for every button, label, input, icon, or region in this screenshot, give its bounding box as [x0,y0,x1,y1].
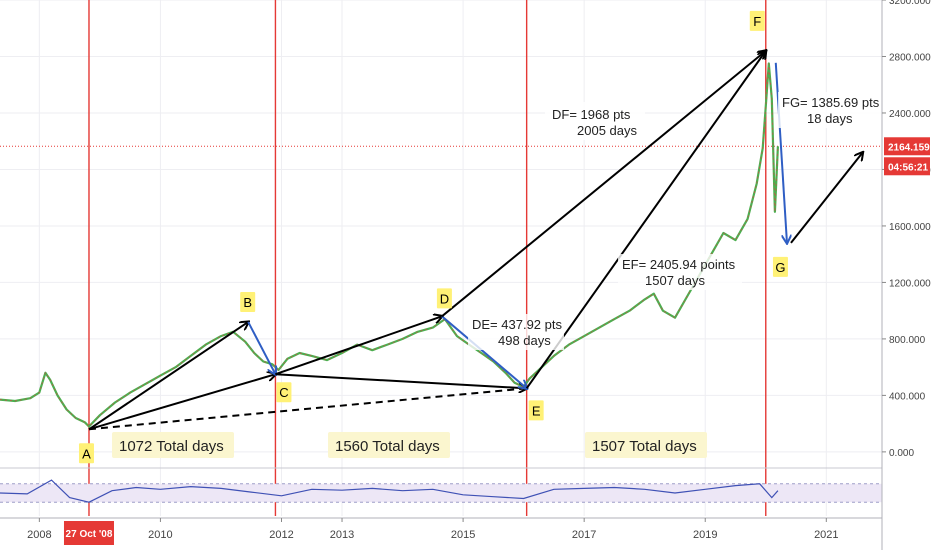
point-label-box [528,400,544,421]
point-label-text: A [82,446,91,461]
x-tick-label: 2008 [27,529,51,541]
point-label-text: F [753,14,761,29]
y-tick-label: 1600.000 [889,222,931,233]
y-tick-label: 800.000 [889,335,926,346]
x-tick-label: 2015 [451,529,475,541]
note-de-box [468,314,564,350]
point-label-box [240,291,256,312]
total-days-c-e-text: 1560 Total days [335,438,440,455]
note-fg-days: 18 days [807,111,853,126]
arrow-f-g [774,62,787,243]
x-tick-label: 2021 [814,529,838,541]
y-axis: 0.000400.000800.0001200.0001600.0002000.… [881,0,932,550]
note-fg-box [778,92,882,128]
total-days-e-f-text: 1507 Total days [592,438,697,455]
y-tick-label: 1200.000 [889,278,931,289]
x-tick-label: 2013 [330,529,354,541]
arrow-c-e [275,373,526,388]
rsi-line [0,479,779,503]
point-label-text: G [775,260,785,275]
point-label-box [436,288,452,309]
point-labels: A B C D E F G [78,10,788,464]
total-days-e-f-box [585,432,707,458]
x-tick-label: 2012 [269,529,293,541]
total-days-c-e-box [328,432,450,458]
y-tick-label: 2400.000 [889,109,931,120]
rsi-panel [0,467,882,503]
point-label-box [749,10,765,31]
point-label-box [772,256,788,277]
point-label-box [78,443,94,464]
note-ef-points: EF= 2405.94 points [622,257,736,272]
note-df-box [545,102,645,140]
point-label-f: F [749,10,765,31]
x-tick-label: 2010 [148,529,172,541]
point-label-b: B [240,291,256,312]
total-days-a-c-text: 1072 Total days [119,438,224,455]
y-tick-label: 2800.000 [889,52,931,63]
note-de-points: DE= 437.92 pts [472,317,562,332]
countdown-tag-box [884,157,930,176]
arrow-d-e [441,315,527,388]
y-axis-background [882,0,932,550]
price-tag-label: 2164.159 [888,142,930,153]
arrow-c-d [275,316,441,376]
point-label-text: D [440,291,449,306]
point-label-e: E [528,400,544,421]
arrow-a-e-dashed [88,387,527,431]
x-tick-label: 2019 [693,529,717,541]
x-axis: 2008 2010 2012 2013 2015 2017 2019 2021 27 Oct '… [0,517,882,545]
x-highlight-label: 27 Oct '08 [66,529,113,540]
point-label-text: C [279,385,288,400]
note-ef-days: 1507 days [645,273,705,288]
point-label-g: G [772,256,788,277]
x-highlight-box [63,521,114,545]
y-tick-label: 400.000 [889,391,926,402]
note-de-days: 498 days [498,333,551,348]
point-label-box [276,382,292,403]
arrow-e-f [525,51,766,389]
y-tick-label: 3200.000 [889,0,931,7]
arrow-g-projection [790,153,863,244]
note-df-points: DF= 1968 pts [552,107,631,122]
point-label-text: E [532,403,541,418]
trend-arrows [88,51,863,431]
arrow-b-c [247,321,275,374]
point-label-c: C [276,382,292,403]
total-days-a-c-box [112,432,234,458]
arrow-a-c [88,374,275,431]
arrow-a-b [88,322,248,431]
rsi-band [0,483,882,503]
y-tick-label: 0.000 [889,448,914,459]
x-tick-label: 2017 [572,529,596,541]
note-df-days: 2005 days [577,123,637,138]
price-tag-box [884,137,930,156]
point-label-d: D [436,288,452,309]
note-fg-points: FG= 1385.69 pts [782,95,880,110]
point-label-text: B [243,295,252,310]
arrow-d-f [441,51,766,318]
note-ef-box [618,254,742,290]
point-label-a: A [78,443,94,464]
countdown-tag-label: 04:56:21 [888,162,928,173]
vertical-lines [88,0,767,516]
